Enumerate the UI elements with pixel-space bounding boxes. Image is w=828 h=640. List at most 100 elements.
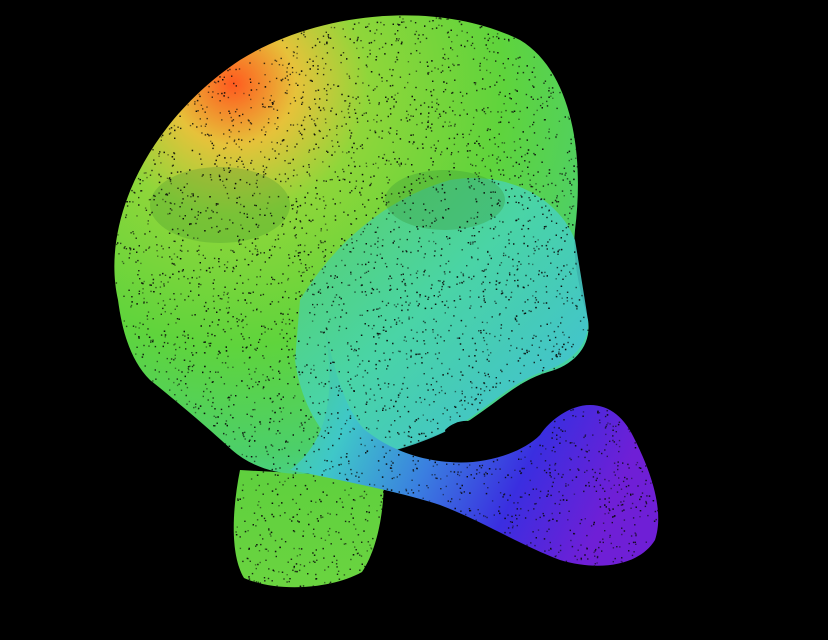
point — [559, 91, 561, 94]
point — [211, 96, 213, 98]
point — [403, 339, 405, 342]
point — [216, 422, 218, 424]
point — [512, 258, 514, 261]
point — [541, 206, 543, 209]
point — [150, 212, 153, 214]
point — [538, 346, 541, 349]
point — [619, 546, 621, 548]
point — [430, 90, 432, 93]
point — [434, 220, 436, 222]
point — [547, 241, 549, 243]
point — [353, 42, 355, 44]
point — [361, 472, 363, 475]
point — [531, 344, 533, 346]
point — [447, 372, 449, 375]
point — [423, 340, 425, 342]
point — [458, 358, 461, 360]
point — [430, 177, 432, 179]
point — [419, 397, 421, 399]
point — [522, 131, 524, 133]
point — [251, 159, 253, 162]
point — [540, 198, 543, 200]
point — [195, 352, 198, 354]
point — [483, 270, 485, 272]
point — [129, 249, 132, 251]
point — [312, 219, 314, 221]
point — [262, 165, 264, 167]
point — [379, 504, 382, 507]
point — [353, 142, 355, 145]
point — [349, 181, 351, 183]
point — [423, 102, 426, 104]
point — [304, 36, 306, 38]
point — [312, 402, 314, 404]
point — [548, 90, 550, 92]
point — [343, 170, 345, 173]
point — [132, 231, 134, 233]
point — [273, 570, 275, 572]
point — [483, 329, 485, 331]
point — [519, 110, 521, 113]
point — [466, 220, 469, 223]
point — [436, 98, 438, 101]
point — [156, 250, 158, 252]
point — [317, 146, 320, 149]
point — [365, 214, 367, 216]
point — [393, 477, 395, 479]
point — [218, 174, 221, 176]
point — [459, 498, 461, 501]
point — [533, 252, 535, 255]
point — [137, 259, 139, 262]
point — [341, 390, 343, 392]
point — [314, 124, 317, 127]
point — [508, 338, 510, 340]
point — [317, 427, 319, 429]
point — [238, 130, 240, 133]
point — [376, 29, 378, 31]
point — [145, 172, 147, 174]
point — [412, 455, 414, 458]
point — [136, 215, 138, 217]
point — [561, 316, 563, 319]
point — [172, 273, 174, 275]
point — [594, 471, 596, 474]
point — [441, 301, 444, 303]
point — [266, 233, 268, 236]
point — [560, 285, 563, 287]
point — [278, 378, 281, 380]
point — [602, 538, 604, 540]
point — [552, 350, 554, 352]
point — [424, 398, 426, 401]
point — [507, 58, 509, 60]
point — [279, 407, 281, 409]
point — [577, 549, 579, 551]
point — [620, 501, 622, 503]
point — [312, 552, 314, 554]
point — [256, 186, 258, 188]
point — [295, 563, 298, 565]
point — [453, 143, 456, 146]
point — [409, 274, 412, 276]
point — [288, 349, 290, 351]
point — [316, 431, 318, 434]
point — [481, 182, 483, 184]
point — [257, 253, 259, 255]
point — [369, 53, 371, 55]
point — [475, 222, 477, 225]
point — [444, 304, 446, 306]
point — [362, 180, 364, 183]
point — [341, 259, 343, 262]
point — [233, 404, 235, 406]
point — [222, 180, 224, 182]
point — [341, 282, 343, 284]
point — [191, 352, 193, 354]
point — [365, 162, 367, 164]
point — [486, 343, 488, 346]
point — [498, 169, 500, 171]
point — [518, 163, 520, 165]
point — [558, 491, 560, 493]
point — [333, 84, 335, 86]
point — [302, 430, 305, 432]
point — [370, 253, 372, 255]
